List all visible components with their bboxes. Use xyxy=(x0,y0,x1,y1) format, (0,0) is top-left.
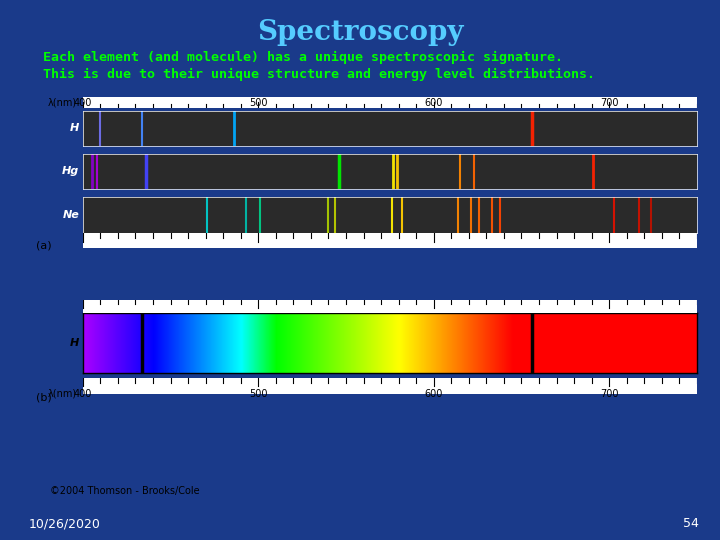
Text: 700: 700 xyxy=(600,388,618,399)
Text: λ(nm): λ(nm) xyxy=(48,388,76,399)
Text: Each element (and molecule) has a unique spectroscopic signature.: Each element (and molecule) has a unique… xyxy=(43,51,563,64)
Text: ©2004 Thomson - Brooks/Cole: ©2004 Thomson - Brooks/Cole xyxy=(50,485,200,496)
Text: This is due to their unique structure and energy level distributions.: This is due to their unique structure an… xyxy=(43,68,595,80)
Text: H: H xyxy=(70,338,79,348)
Text: 400: 400 xyxy=(73,98,92,108)
Text: Hg: Hg xyxy=(62,166,79,177)
Text: 54: 54 xyxy=(683,517,698,530)
Text: λ(nm): λ(nm) xyxy=(48,98,76,108)
Text: 500: 500 xyxy=(249,98,268,108)
Text: Ne: Ne xyxy=(63,210,79,220)
Text: H: H xyxy=(70,123,79,133)
Text: 700: 700 xyxy=(600,98,618,108)
Text: 400: 400 xyxy=(73,388,92,399)
Text: 600: 600 xyxy=(425,98,443,108)
Text: (a): (a) xyxy=(36,240,52,251)
Text: Spectroscopy: Spectroscopy xyxy=(257,19,463,46)
Text: 600: 600 xyxy=(425,388,443,399)
Text: 500: 500 xyxy=(249,388,268,399)
Text: 10/26/2020: 10/26/2020 xyxy=(29,517,101,530)
Text: (b): (b) xyxy=(36,393,52,403)
